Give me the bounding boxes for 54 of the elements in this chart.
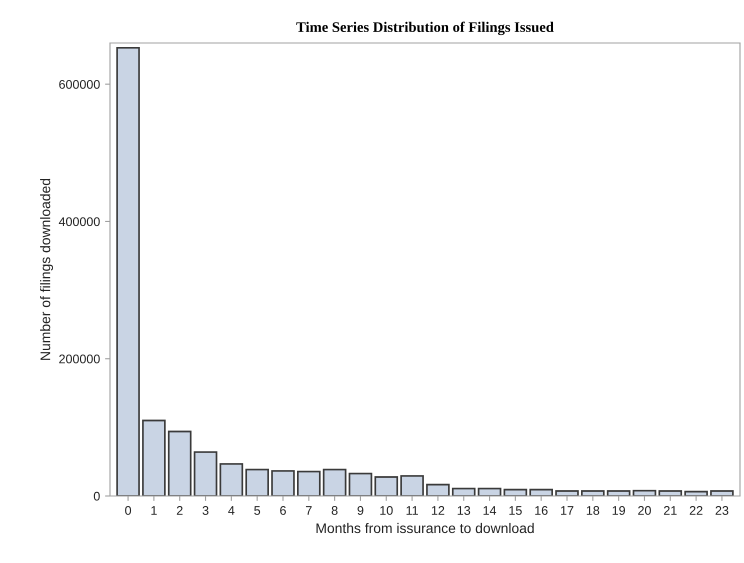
x-tick-label: 4 bbox=[228, 506, 234, 515]
x-tick-label: 16 bbox=[535, 506, 548, 515]
x-tick-label: 18 bbox=[586, 506, 600, 515]
bar bbox=[555, 490, 579, 496]
bar bbox=[658, 490, 682, 496]
x-tick-label: 21 bbox=[664, 506, 677, 515]
bar bbox=[452, 488, 476, 496]
x-tick-label: 12 bbox=[432, 506, 444, 515]
y-axis-title: Number of filings downloaded bbox=[40, 178, 54, 360]
x-tick-label: 10 bbox=[380, 506, 393, 515]
bar bbox=[478, 488, 502, 496]
x-tick-label: 15 bbox=[509, 506, 522, 515]
bar bbox=[348, 472, 372, 496]
x-tick-label: 8 bbox=[332, 506, 338, 515]
x-tick-label: 0 bbox=[125, 506, 132, 515]
bar bbox=[220, 463, 244, 496]
bar bbox=[581, 490, 605, 496]
x-tick-label: 22 bbox=[690, 506, 702, 515]
x-tick-label: 9 bbox=[358, 506, 364, 515]
bar bbox=[710, 490, 734, 496]
bar bbox=[632, 490, 656, 496]
x-tick-label: 11 bbox=[406, 506, 418, 515]
y-tick-label: 0 bbox=[94, 492, 100, 501]
bar bbox=[426, 484, 450, 496]
bar bbox=[400, 475, 424, 496]
bar bbox=[116, 46, 140, 496]
x-tick-label: 13 bbox=[458, 506, 470, 515]
y-tick-label: 600000 bbox=[59, 80, 100, 89]
bar bbox=[194, 451, 218, 496]
bar bbox=[606, 490, 630, 496]
y-tick-label: 400000 bbox=[58, 217, 100, 226]
bar bbox=[374, 476, 398, 496]
x-tick-label: 2 bbox=[176, 506, 183, 515]
x-tick-label: 6 bbox=[280, 506, 286, 515]
x-tick-label: 23 bbox=[716, 506, 728, 515]
x-tick-label: 19 bbox=[612, 506, 626, 515]
x-tick-label: 20 bbox=[638, 506, 651, 515]
bar bbox=[142, 420, 166, 496]
bar bbox=[297, 470, 321, 496]
bar bbox=[245, 468, 269, 496]
x-tick-label: 14 bbox=[484, 506, 496, 515]
x-tick-label: 3 bbox=[202, 506, 208, 515]
bar bbox=[168, 430, 192, 496]
x-tick-label: 1 bbox=[151, 506, 157, 515]
chart-title: Time Series Distribution of Filings Issued bbox=[296, 22, 554, 36]
x-tick-label: 7 bbox=[306, 506, 312, 515]
bar bbox=[529, 488, 553, 496]
x-tick-label: 17 bbox=[561, 506, 574, 515]
bar bbox=[271, 470, 295, 496]
bar bbox=[322, 468, 346, 496]
x-tick-label: 5 bbox=[254, 506, 260, 515]
x-axis-title: Months from issurance to download bbox=[316, 522, 534, 534]
y-tick-label: 200000 bbox=[59, 354, 100, 364]
bar bbox=[504, 488, 528, 496]
